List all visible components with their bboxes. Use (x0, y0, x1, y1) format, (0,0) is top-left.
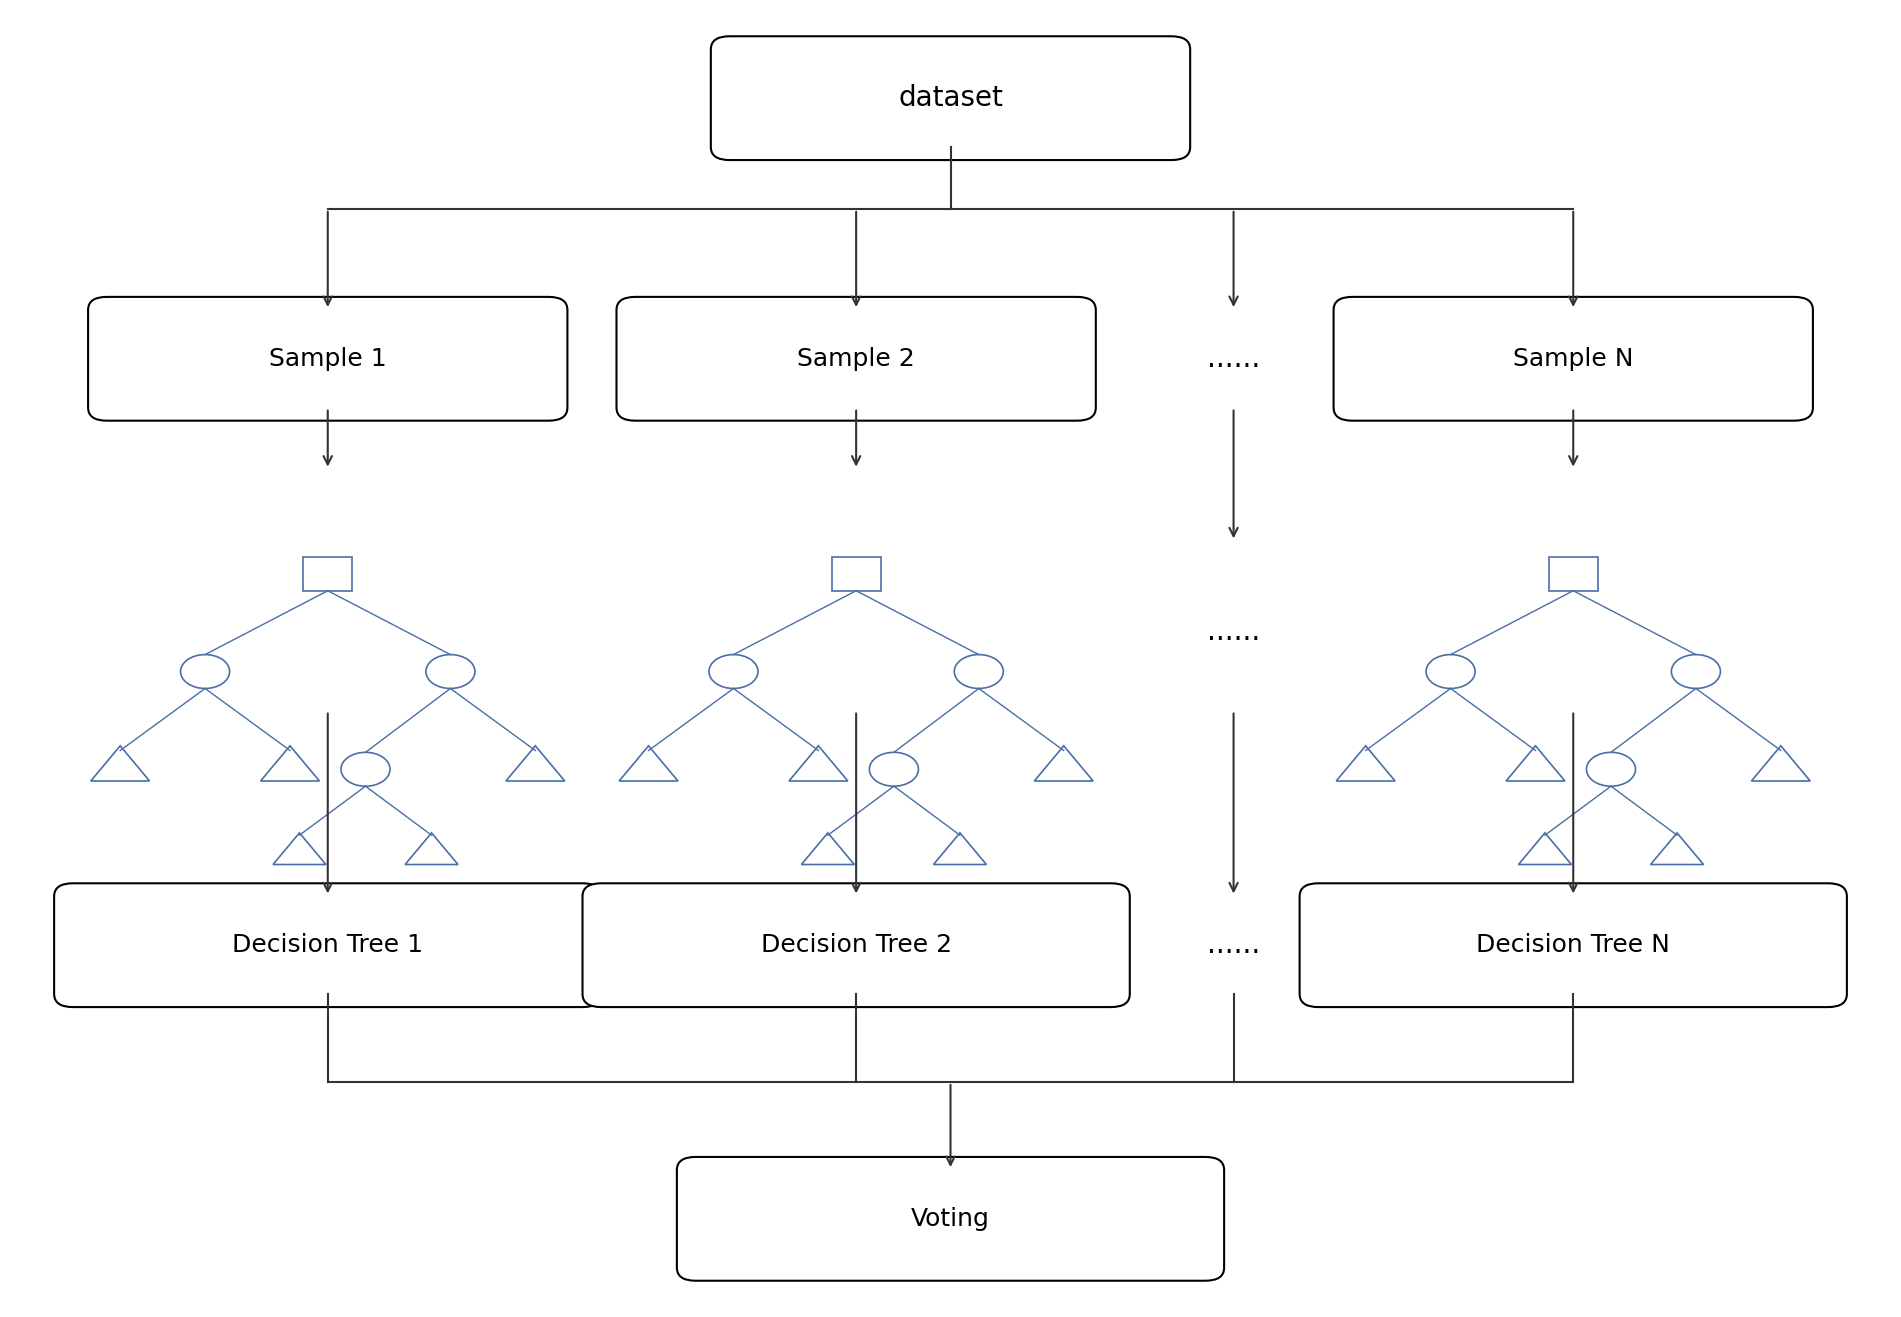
Text: ......: ...... (1207, 619, 1260, 647)
Text: Sample 1: Sample 1 (268, 346, 386, 371)
Circle shape (340, 752, 390, 786)
Circle shape (954, 655, 1004, 689)
Text: Voting: Voting (911, 1206, 990, 1231)
Circle shape (1587, 752, 1635, 786)
FancyBboxPatch shape (87, 296, 566, 420)
Text: ......: ...... (1207, 345, 1260, 373)
FancyBboxPatch shape (1335, 296, 1814, 420)
Bar (1549, 557, 1597, 591)
Circle shape (869, 752, 918, 786)
Circle shape (1671, 655, 1720, 689)
Circle shape (1426, 655, 1475, 689)
FancyBboxPatch shape (53, 884, 601, 1008)
FancyBboxPatch shape (1300, 884, 1848, 1008)
Text: Sample 2: Sample 2 (797, 346, 914, 371)
FancyBboxPatch shape (582, 884, 1129, 1008)
Bar (831, 557, 880, 591)
FancyBboxPatch shape (711, 37, 1190, 161)
Text: Decision Tree 1: Decision Tree 1 (232, 934, 424, 957)
Text: Decision Tree N: Decision Tree N (1477, 934, 1671, 957)
Bar (304, 557, 352, 591)
FancyBboxPatch shape (677, 1156, 1224, 1280)
Text: dataset: dataset (897, 84, 1004, 112)
Text: Sample N: Sample N (1513, 346, 1633, 371)
Text: ......: ...... (1207, 931, 1260, 959)
Text: Decision Tree 2: Decision Tree 2 (760, 934, 952, 957)
FancyBboxPatch shape (616, 296, 1095, 420)
Circle shape (709, 655, 758, 689)
Circle shape (426, 655, 475, 689)
Circle shape (181, 655, 230, 689)
